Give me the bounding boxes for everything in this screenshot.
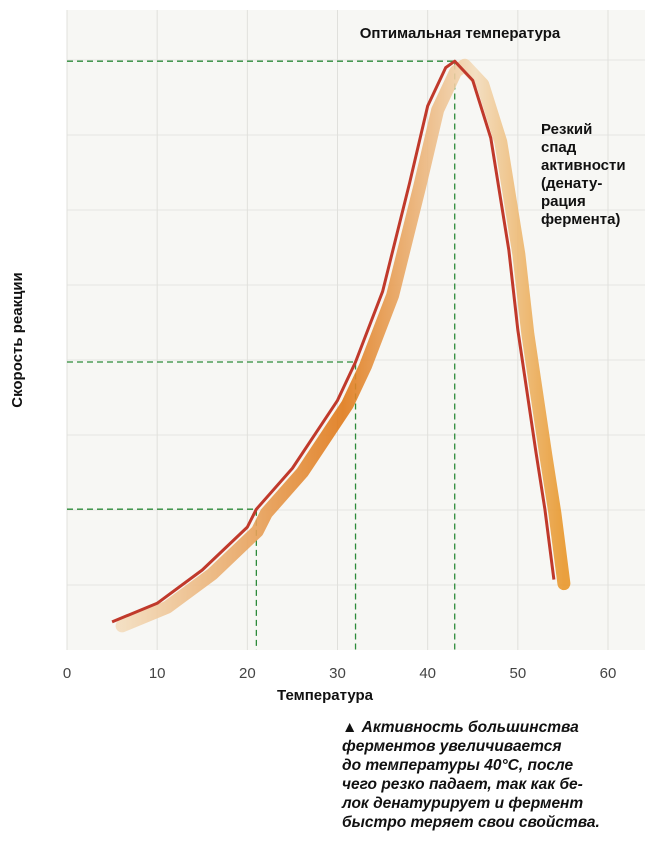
curve-band [115, 58, 571, 633]
x-axis-label: Температура [277, 687, 374, 704]
caption-line: лок денатурирует и фермент [341, 795, 583, 812]
x-tick-label: 20 [239, 665, 256, 682]
x-tick-label: 10 [149, 665, 166, 682]
drop-annotation: (денату- [541, 175, 602, 192]
drop-annotation: спад [541, 139, 577, 156]
caption-line: до температуры 40°C, после [342, 757, 573, 774]
drop-annotation: рация [541, 193, 586, 210]
curve-line [111, 59, 556, 624]
x-tick-label: 0 [63, 665, 71, 682]
caption-line: ▲ Активность большинства [342, 719, 579, 736]
drop-annotation: активности [541, 157, 626, 174]
peak-annotation: Оптимальная температура [360, 25, 561, 42]
drop-annotation: Резкий [541, 121, 592, 138]
x-tick-label: 30 [329, 665, 346, 682]
caption-line: быстро теряет свои свойства. [342, 814, 600, 831]
y-axis-label: Скорость реакции [9, 272, 26, 408]
caption-line: ферментов увеличивается [342, 738, 562, 755]
guide-line [67, 361, 357, 650]
caption-line: чего резко падает, так как бе- [342, 776, 583, 793]
guide-line [67, 508, 258, 650]
x-tick-label: 60 [600, 665, 617, 682]
x-tick-label: 40 [419, 665, 436, 682]
drop-annotation: фермента) [541, 211, 620, 228]
guide-line [67, 60, 456, 650]
x-tick-label: 50 [509, 665, 526, 682]
